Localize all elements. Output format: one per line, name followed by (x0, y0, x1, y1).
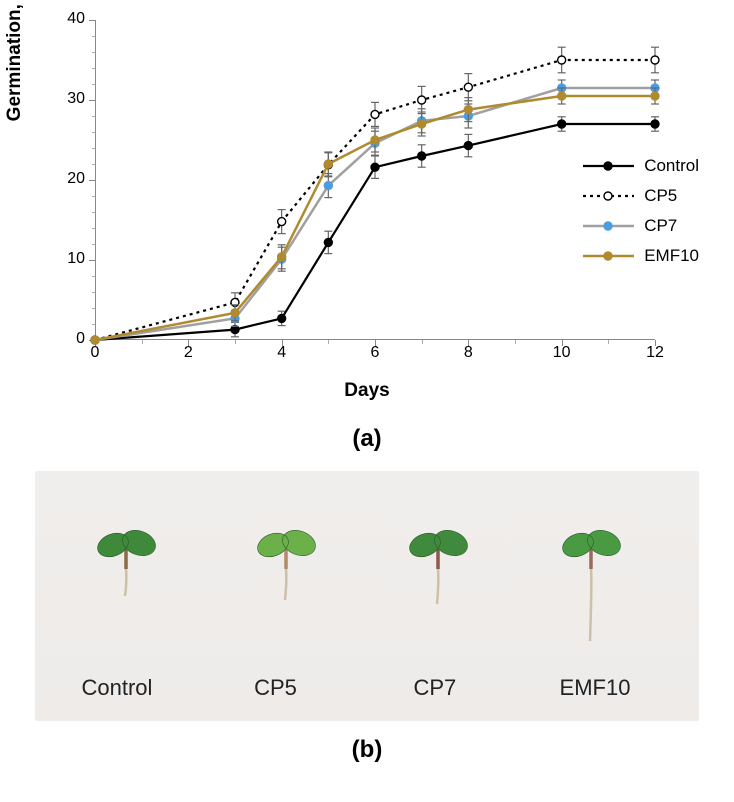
legend: Control CP5 CP7 EMF10 (581, 155, 699, 275)
seedling (81, 511, 171, 611)
x-tick-label: 4 (277, 344, 286, 362)
seedling (241, 511, 331, 615)
chart-svg (95, 20, 655, 340)
seedling (546, 511, 636, 656)
y-tick-label: 40 (55, 10, 85, 28)
y-tick-label: 30 (55, 90, 85, 108)
y-tick-label: 10 (55, 250, 85, 268)
legend-label: Control (644, 156, 699, 176)
x-tick-label: 10 (553, 344, 571, 362)
y-axis-label: Germination, % (4, 0, 26, 121)
legend-label: EMF10 (644, 246, 699, 266)
panel-b-photo: Control CP5 CP7 EMF10 (35, 471, 699, 721)
seedling-label: EMF10 (560, 675, 631, 701)
panel-a-chart: Germination, % 0 10 20 30 40 0 2 4 6 8 10 12 Contr… (0, 0, 734, 420)
legend-label: CP7 (644, 216, 677, 236)
seedling-label: CP7 (413, 675, 456, 701)
legend-item: EMF10 (581, 245, 699, 267)
panel-b-sublabel: (b) (0, 736, 734, 764)
seedling-label: Control (81, 675, 152, 701)
seedling (393, 511, 483, 619)
x-axis-label: Days (344, 380, 389, 402)
x-tick-label: 2 (184, 344, 193, 362)
panel-a-sublabel: (a) (0, 425, 734, 453)
x-tick-label: 8 (464, 344, 473, 362)
legend-label: CP5 (644, 186, 677, 206)
y-tick-label: 0 (55, 330, 85, 348)
x-tick-label: 12 (646, 344, 664, 362)
seedling-label: CP5 (254, 675, 297, 701)
figure-container: Germination, % 0 10 20 30 40 0 2 4 6 8 10 12 Contr… (0, 0, 734, 802)
legend-item: CP5 (581, 185, 699, 207)
legend-item: Control (581, 155, 699, 177)
y-tick-label: 20 (55, 170, 85, 188)
x-tick-label: 0 (91, 344, 100, 362)
legend-item: CP7 (581, 215, 699, 237)
x-tick-label: 6 (371, 344, 380, 362)
